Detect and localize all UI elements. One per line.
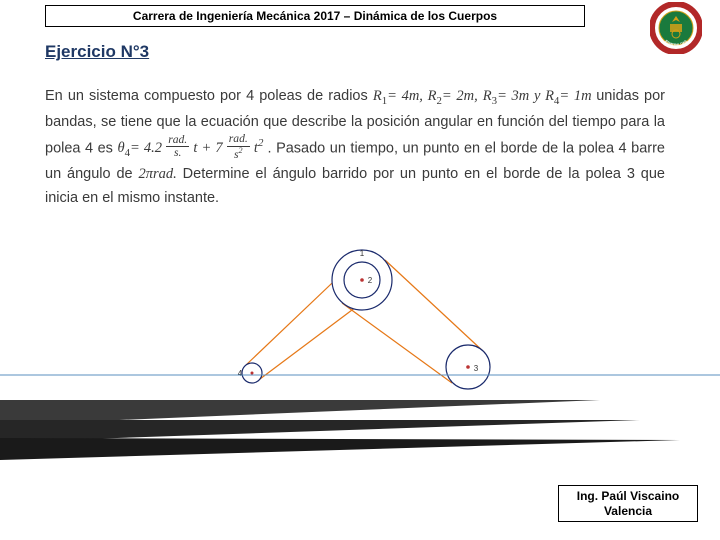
footer-box: Ing. Paúl Viscaino Valencia [558,485,698,522]
header-title: Carrera de Ingeniería Mecánica 2017 – Di… [133,9,497,23]
label-2: 2 [368,276,373,285]
label-1: 1 [360,249,365,258]
exercise-title: Ejercicio N°3 [45,42,149,62]
university-logo: UNIVERSIDAD TÉCNICA LUIS VARGAS TORRES E… [650,2,702,54]
header-box: Carrera de Ingeniería Mecánica 2017 – Di… [45,5,585,27]
footer-line2: Valencia [563,504,693,518]
problem-statement: En un sistema compuesto por 4 poleas de … [45,85,665,211]
footer-line1: Ing. Paúl Viscaino [563,489,693,503]
problem-intro: En un sistema compuesto por 4 poleas de … [45,88,373,104]
decor-band [0,370,720,460]
